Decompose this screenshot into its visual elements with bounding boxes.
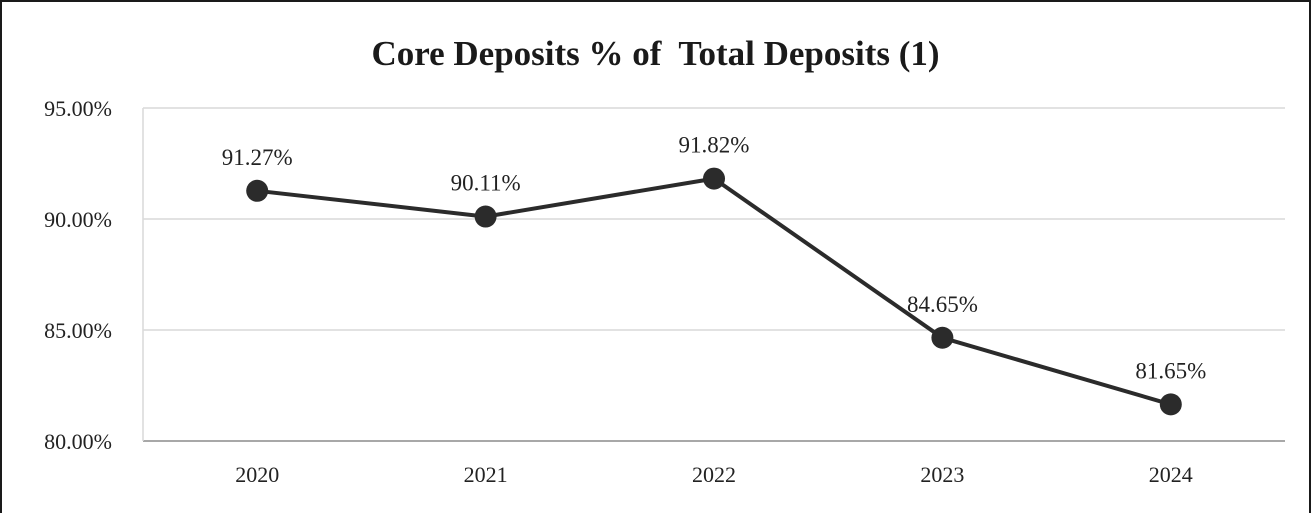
y-tick-label: 85.00% — [44, 318, 112, 343]
data-point — [931, 326, 954, 349]
y-axis-labels: 80.00% 85.00% 90.00% 95.00% — [44, 96, 112, 454]
x-tick-label: 2024 — [1149, 462, 1193, 487]
series-lines — [256, 176, 1172, 407]
data-point — [1159, 393, 1182, 416]
gridlines — [143, 107, 1285, 331]
data-label: 91.82% — [679, 133, 750, 158]
x-tick-label: 2022 — [692, 462, 736, 487]
y-tick-label: 80.00% — [44, 429, 112, 454]
x-tick-label: 2021 — [464, 462, 508, 487]
data-label: 84.65% — [907, 292, 978, 317]
data-point — [246, 179, 269, 202]
data-points — [246, 167, 1182, 416]
x-tick-label: 2023 — [920, 462, 964, 487]
data-point — [703, 167, 725, 190]
x-tick-label: 2020 — [235, 462, 279, 487]
x-axis — [142, 108, 1285, 442]
data-label: 81.65% — [1135, 358, 1206, 383]
chart-title: Core Deposits % of Total Deposits (1) — [371, 34, 940, 73]
data-labels: 91.27% 90.11% 91.82% 84.65% 81.65% — [222, 133, 1207, 384]
series-line — [256, 176, 1172, 407]
y-tick-label: 95.00% — [44, 96, 112, 121]
data-label: 90.11% — [451, 171, 521, 196]
x-axis-labels: 2020 2021 2022 2023 2024 — [235, 462, 1193, 487]
data-point — [474, 205, 497, 228]
data-label: 91.27% — [222, 145, 293, 170]
y-tick-label: 90.00% — [44, 207, 112, 232]
